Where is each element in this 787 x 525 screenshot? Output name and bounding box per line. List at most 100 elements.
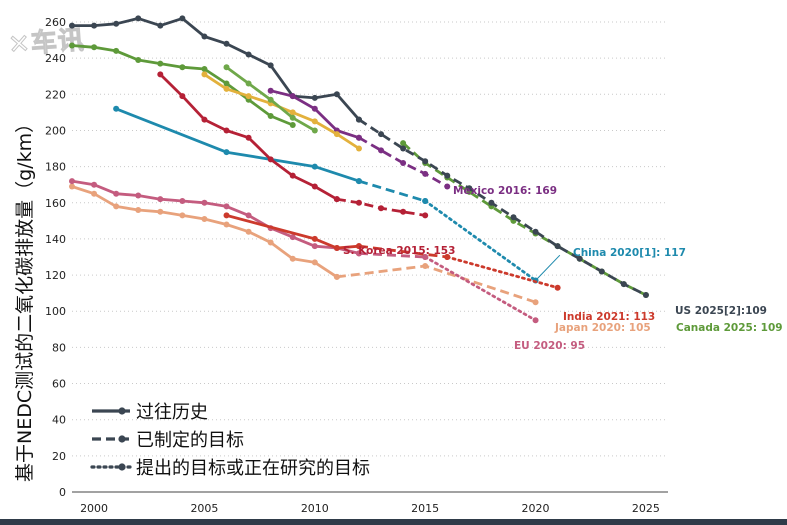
data-point-green_early <box>245 80 252 87</box>
data-point-us_target <box>378 131 385 138</box>
data-point-korea <box>289 172 296 179</box>
data-point-us <box>311 94 318 101</box>
data-point-mexico <box>400 160 407 166</box>
data-point-china <box>223 149 230 156</box>
x-tick-label: 2015 <box>411 502 439 515</box>
data-point-india <box>554 284 561 291</box>
y-axis-label: 基于NEDC测试的二氧化碳排放量（g/km） <box>14 113 36 482</box>
legend-marker-solid <box>118 407 126 415</box>
data-point-golden <box>289 109 296 116</box>
data-point-japan <box>422 263 429 270</box>
data-point-japan <box>113 203 120 210</box>
data-point-us <box>223 40 230 47</box>
data-point-korea <box>400 208 407 215</box>
data-point-india <box>311 235 318 242</box>
data-point-green_early <box>223 64 230 71</box>
data-point-us <box>201 33 208 40</box>
data-point-china <box>422 197 429 204</box>
data-point-mexico <box>289 93 296 100</box>
series-line-india-target <box>358 244 448 259</box>
data-point-eu <box>422 254 429 260</box>
data-point-us <box>135 15 142 22</box>
data-point-us <box>179 15 186 22</box>
data-point-china <box>113 105 120 112</box>
series-line-canada-target <box>402 142 647 297</box>
data-point-green_early <box>311 127 318 134</box>
data-point-china <box>355 178 362 185</box>
data-point-mexico <box>422 170 429 177</box>
data-point-golden <box>333 131 340 138</box>
data-point-us <box>113 20 120 27</box>
y-tick-label: 220 <box>45 88 66 101</box>
data-point-korea <box>201 116 208 123</box>
y-tick-label: 180 <box>45 161 66 174</box>
data-point-us <box>157 22 164 29</box>
legend-marker-dotted <box>118 463 126 471</box>
data-point-canada <box>69 42 75 49</box>
series-line-india-proposed <box>445 255 559 290</box>
data-point-us_target <box>554 243 561 250</box>
y-tick-label: 40 <box>52 414 66 427</box>
series-line-china-proposed <box>423 199 537 282</box>
data-point-korea <box>157 71 164 78</box>
data-point-canada <box>289 122 296 129</box>
data-point-japan <box>267 239 274 246</box>
legend-marker-dashed <box>118 435 126 443</box>
data-point-eu <box>201 199 208 206</box>
data-point-japan <box>532 299 539 306</box>
x-tick-label: 2010 <box>301 502 329 515</box>
series-line-china-historical <box>115 107 360 183</box>
annotation-pointer-china <box>535 254 561 281</box>
data-point-china <box>311 163 318 170</box>
data-point-japan <box>69 183 75 190</box>
data-point-japan <box>333 273 340 280</box>
data-point-us_target <box>598 268 605 275</box>
data-point-mexico <box>355 134 362 141</box>
data-point-japan <box>311 259 318 266</box>
data-point-japan <box>157 208 164 215</box>
data-point-us_target <box>642 291 649 298</box>
data-point-us_target <box>510 214 517 221</box>
data-point-us_target <box>576 255 583 262</box>
y-tick-label: 120 <box>45 269 66 282</box>
legend-label-solid: 过往历史 <box>136 402 208 423</box>
series-line-us_target-target <box>358 118 647 297</box>
data-point-eu <box>245 212 252 219</box>
data-point-korea <box>245 134 252 141</box>
data-point-canada <box>157 60 164 67</box>
data-point-us_target <box>466 185 473 192</box>
data-point-golden <box>355 145 362 152</box>
data-point-japan <box>201 216 208 223</box>
y-tick-label: 80 <box>52 341 66 354</box>
data-point-us_target <box>400 145 407 152</box>
y-tick-label: 0 <box>59 486 66 499</box>
x-tick-label: 2005 <box>190 502 218 515</box>
data-point-green_early <box>267 96 274 103</box>
data-point-eu <box>91 181 98 188</box>
data-point-india <box>444 254 451 260</box>
data-point-korea <box>311 183 318 190</box>
y-tick-label: 60 <box>52 378 66 391</box>
data-point-eu <box>157 196 164 203</box>
data-point-us_target <box>620 281 627 288</box>
data-point-canada <box>179 64 186 71</box>
x-tick-label: 2020 <box>522 502 550 515</box>
data-point-korea <box>378 205 385 212</box>
y-tick-label: 140 <box>45 233 66 246</box>
data-point-canada <box>135 56 142 63</box>
data-point-japan <box>135 207 142 213</box>
data-point-us <box>69 22 75 29</box>
annotation-mexico: Mexico 2016: 169 <box>453 185 557 197</box>
y-tick-label: 200 <box>45 124 66 137</box>
series-line-us-historical <box>72 17 361 121</box>
data-point-eu <box>355 250 362 257</box>
data-point-eu <box>223 203 230 210</box>
y-tick-label: 240 <box>45 52 66 65</box>
x-tick-label: 2000 <box>80 502 108 515</box>
legend-label-dashed: 已制定的目标 <box>136 430 244 451</box>
data-point-korea <box>223 127 230 134</box>
data-point-us <box>91 22 98 29</box>
data-point-korea <box>179 93 186 100</box>
